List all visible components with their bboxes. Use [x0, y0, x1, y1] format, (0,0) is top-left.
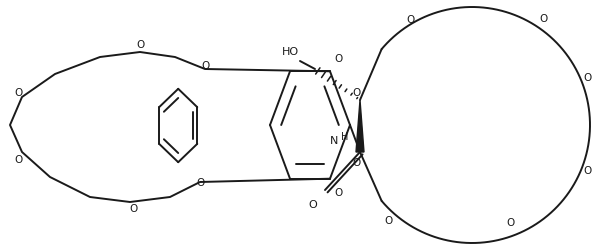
Text: O: O — [406, 15, 414, 25]
Text: O: O — [201, 61, 209, 71]
Text: O: O — [334, 54, 342, 64]
Text: O: O — [506, 217, 514, 227]
Text: O: O — [136, 40, 144, 50]
Text: O: O — [129, 203, 137, 213]
Text: O: O — [196, 177, 204, 187]
Text: O: O — [352, 158, 360, 167]
Text: O: O — [334, 187, 342, 197]
Text: O: O — [14, 88, 22, 98]
Text: H: H — [341, 132, 349, 142]
Text: O: O — [539, 14, 547, 24]
Text: O: O — [14, 154, 22, 164]
Text: O: O — [384, 215, 392, 225]
Text: HO: HO — [282, 47, 298, 57]
Text: N: N — [330, 136, 338, 146]
Text: O: O — [309, 199, 318, 209]
Polygon shape — [356, 101, 364, 152]
Text: O: O — [584, 165, 592, 175]
Text: O: O — [352, 88, 360, 98]
Text: O: O — [584, 73, 592, 83]
